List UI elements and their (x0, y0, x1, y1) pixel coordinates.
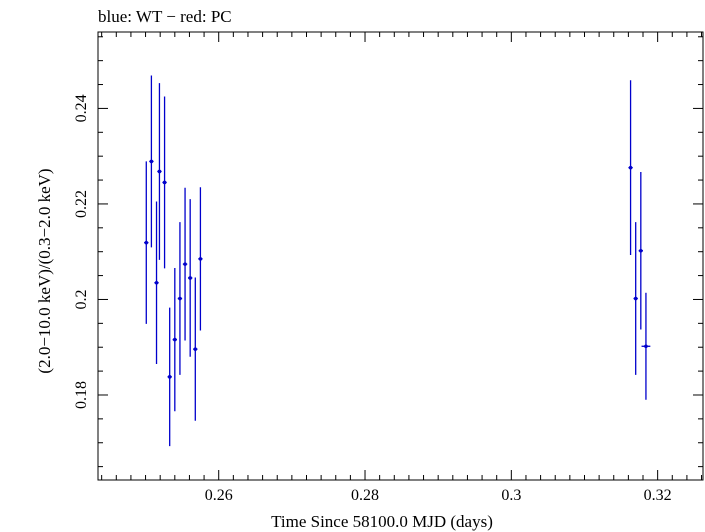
point-marker (149, 159, 154, 164)
data-point (182, 187, 188, 341)
point-marker (154, 280, 159, 285)
point-marker (167, 375, 172, 379)
point-marker (157, 169, 162, 174)
x-axis-label: Time Since 58100.0 MJD (days) (271, 512, 493, 531)
point-marker (144, 240, 149, 245)
data-point (149, 75, 154, 248)
chart-title: blue: WT − red: PC (98, 7, 232, 26)
x-tick-label: 0.26 (205, 487, 233, 504)
point-marker (644, 344, 648, 349)
data-point (154, 201, 159, 364)
y-tick-label: 0.22 (73, 190, 90, 218)
point-marker (628, 165, 633, 170)
point-marker (633, 296, 638, 301)
point-marker (173, 337, 177, 342)
data-series (144, 75, 651, 447)
data-point (633, 222, 638, 375)
y-axis-label: (2.0−10.0 keV)/(0.3−2.0 keV) (35, 168, 54, 373)
tick-labels: 0.26 0.28 0.3 0.32 0.18 0.2 0.22 0.24 (73, 94, 672, 504)
data-point (641, 292, 651, 400)
axis-ticks (98, 32, 703, 480)
y-tick-label: 0.24 (73, 94, 90, 122)
data-point (144, 161, 149, 324)
data-point (157, 83, 162, 260)
x-tick-label: 0.32 (644, 487, 672, 504)
data-point (198, 187, 203, 331)
data-point (167, 307, 172, 447)
y-tick-label: 0.18 (73, 381, 90, 409)
point-marker (639, 248, 643, 253)
data-point (172, 267, 178, 412)
data-point (628, 80, 633, 256)
data-point (638, 171, 644, 330)
y-tick-label: 0.2 (73, 289, 90, 309)
data-point (177, 222, 183, 375)
data-point (162, 96, 167, 269)
data-point (193, 277, 198, 421)
x-tick-label: 0.3 (501, 487, 521, 504)
x-tick-label: 0.28 (351, 487, 379, 504)
point-marker (162, 180, 167, 185)
point-marker (188, 276, 192, 280)
point-marker (178, 296, 182, 301)
point-marker (193, 347, 198, 351)
plot-frame (97, 31, 704, 481)
point-marker (183, 262, 187, 266)
data-point (187, 199, 193, 357)
point-marker (198, 257, 203, 261)
